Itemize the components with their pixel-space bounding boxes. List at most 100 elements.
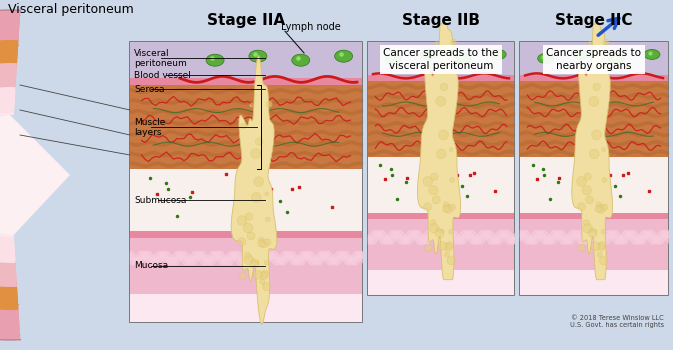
Ellipse shape bbox=[644, 49, 660, 60]
Circle shape bbox=[584, 173, 592, 180]
Circle shape bbox=[241, 123, 246, 129]
Circle shape bbox=[260, 272, 268, 280]
Polygon shape bbox=[231, 55, 277, 325]
Bar bbox=[130, 238, 362, 294]
Bar bbox=[130, 169, 362, 231]
Text: Stage IIB: Stage IIB bbox=[402, 13, 480, 28]
Polygon shape bbox=[572, 24, 612, 280]
Ellipse shape bbox=[292, 54, 310, 66]
Circle shape bbox=[261, 270, 269, 278]
Circle shape bbox=[449, 230, 454, 234]
Circle shape bbox=[251, 148, 260, 159]
Circle shape bbox=[264, 192, 269, 196]
Circle shape bbox=[250, 103, 254, 107]
Text: Visceral peritoneum: Visceral peritoneum bbox=[8, 4, 134, 16]
Circle shape bbox=[577, 203, 586, 211]
Text: Visceral
peritoneum: Visceral peritoneum bbox=[134, 49, 186, 68]
Circle shape bbox=[444, 204, 453, 213]
Circle shape bbox=[260, 279, 265, 284]
Circle shape bbox=[450, 178, 454, 182]
Circle shape bbox=[592, 130, 601, 140]
Circle shape bbox=[597, 204, 606, 213]
Circle shape bbox=[600, 257, 608, 265]
Circle shape bbox=[258, 237, 264, 243]
Circle shape bbox=[447, 257, 455, 265]
Circle shape bbox=[267, 101, 273, 107]
Text: © 2018 Terese Winslow LLC
U.S. Govt. has certain rights: © 2018 Terese Winslow LLC U.S. Govt. has… bbox=[570, 315, 664, 328]
Circle shape bbox=[247, 232, 255, 240]
Bar bbox=[363, 0, 368, 350]
Bar bbox=[130, 42, 362, 322]
Bar bbox=[130, 42, 362, 78]
Circle shape bbox=[442, 205, 450, 212]
Circle shape bbox=[429, 224, 439, 233]
Circle shape bbox=[250, 260, 259, 268]
Circle shape bbox=[430, 220, 436, 226]
Ellipse shape bbox=[334, 50, 353, 62]
Circle shape bbox=[237, 216, 247, 225]
Circle shape bbox=[435, 41, 439, 46]
Circle shape bbox=[602, 178, 607, 182]
Bar bbox=[520, 81, 668, 157]
Circle shape bbox=[603, 39, 609, 46]
Circle shape bbox=[591, 242, 600, 251]
Circle shape bbox=[436, 228, 441, 232]
Circle shape bbox=[244, 252, 250, 258]
Circle shape bbox=[436, 149, 446, 159]
Circle shape bbox=[252, 193, 261, 202]
Circle shape bbox=[577, 177, 586, 186]
Polygon shape bbox=[0, 10, 20, 340]
Polygon shape bbox=[0, 15, 20, 335]
Circle shape bbox=[264, 239, 271, 245]
Bar bbox=[368, 270, 514, 295]
Circle shape bbox=[431, 173, 438, 180]
Polygon shape bbox=[0, 0, 130, 350]
Bar bbox=[368, 213, 514, 219]
Circle shape bbox=[593, 83, 600, 91]
Polygon shape bbox=[0, 87, 15, 263]
Ellipse shape bbox=[249, 50, 267, 62]
Circle shape bbox=[238, 238, 246, 246]
Circle shape bbox=[435, 229, 444, 238]
Circle shape bbox=[244, 255, 254, 265]
Ellipse shape bbox=[573, 49, 589, 60]
Polygon shape bbox=[0, 63, 17, 287]
Ellipse shape bbox=[538, 54, 554, 63]
Polygon shape bbox=[0, 67, 17, 283]
Circle shape bbox=[438, 242, 447, 251]
Bar bbox=[368, 42, 514, 295]
Circle shape bbox=[602, 148, 606, 152]
Circle shape bbox=[444, 243, 452, 251]
Circle shape bbox=[440, 230, 444, 233]
Text: Mucosa: Mucosa bbox=[134, 261, 168, 271]
Circle shape bbox=[254, 177, 264, 187]
Polygon shape bbox=[0, 115, 70, 235]
Text: Lymph node: Lymph node bbox=[281, 22, 341, 32]
Circle shape bbox=[260, 239, 269, 248]
Ellipse shape bbox=[608, 54, 625, 63]
Bar bbox=[520, 270, 668, 295]
Circle shape bbox=[586, 196, 594, 204]
Circle shape bbox=[246, 213, 252, 220]
Circle shape bbox=[450, 148, 453, 152]
Circle shape bbox=[262, 283, 271, 291]
Circle shape bbox=[426, 65, 432, 71]
Text: Blood vessel: Blood vessel bbox=[134, 71, 191, 80]
Bar bbox=[368, 157, 514, 213]
Circle shape bbox=[590, 228, 594, 232]
Circle shape bbox=[588, 41, 592, 46]
Text: Muscle
layers: Muscle layers bbox=[134, 118, 166, 137]
Circle shape bbox=[436, 96, 446, 106]
Circle shape bbox=[423, 177, 433, 186]
Text: Cancer spreads to
nearby organs: Cancer spreads to nearby organs bbox=[546, 48, 641, 71]
Circle shape bbox=[583, 224, 592, 233]
Circle shape bbox=[439, 130, 448, 140]
Bar bbox=[130, 78, 362, 85]
Bar bbox=[368, 42, 514, 75]
Circle shape bbox=[258, 240, 264, 247]
Bar bbox=[520, 42, 668, 75]
Circle shape bbox=[444, 252, 450, 257]
Circle shape bbox=[423, 203, 431, 211]
Bar bbox=[520, 157, 668, 213]
Text: Serosa: Serosa bbox=[134, 85, 164, 94]
